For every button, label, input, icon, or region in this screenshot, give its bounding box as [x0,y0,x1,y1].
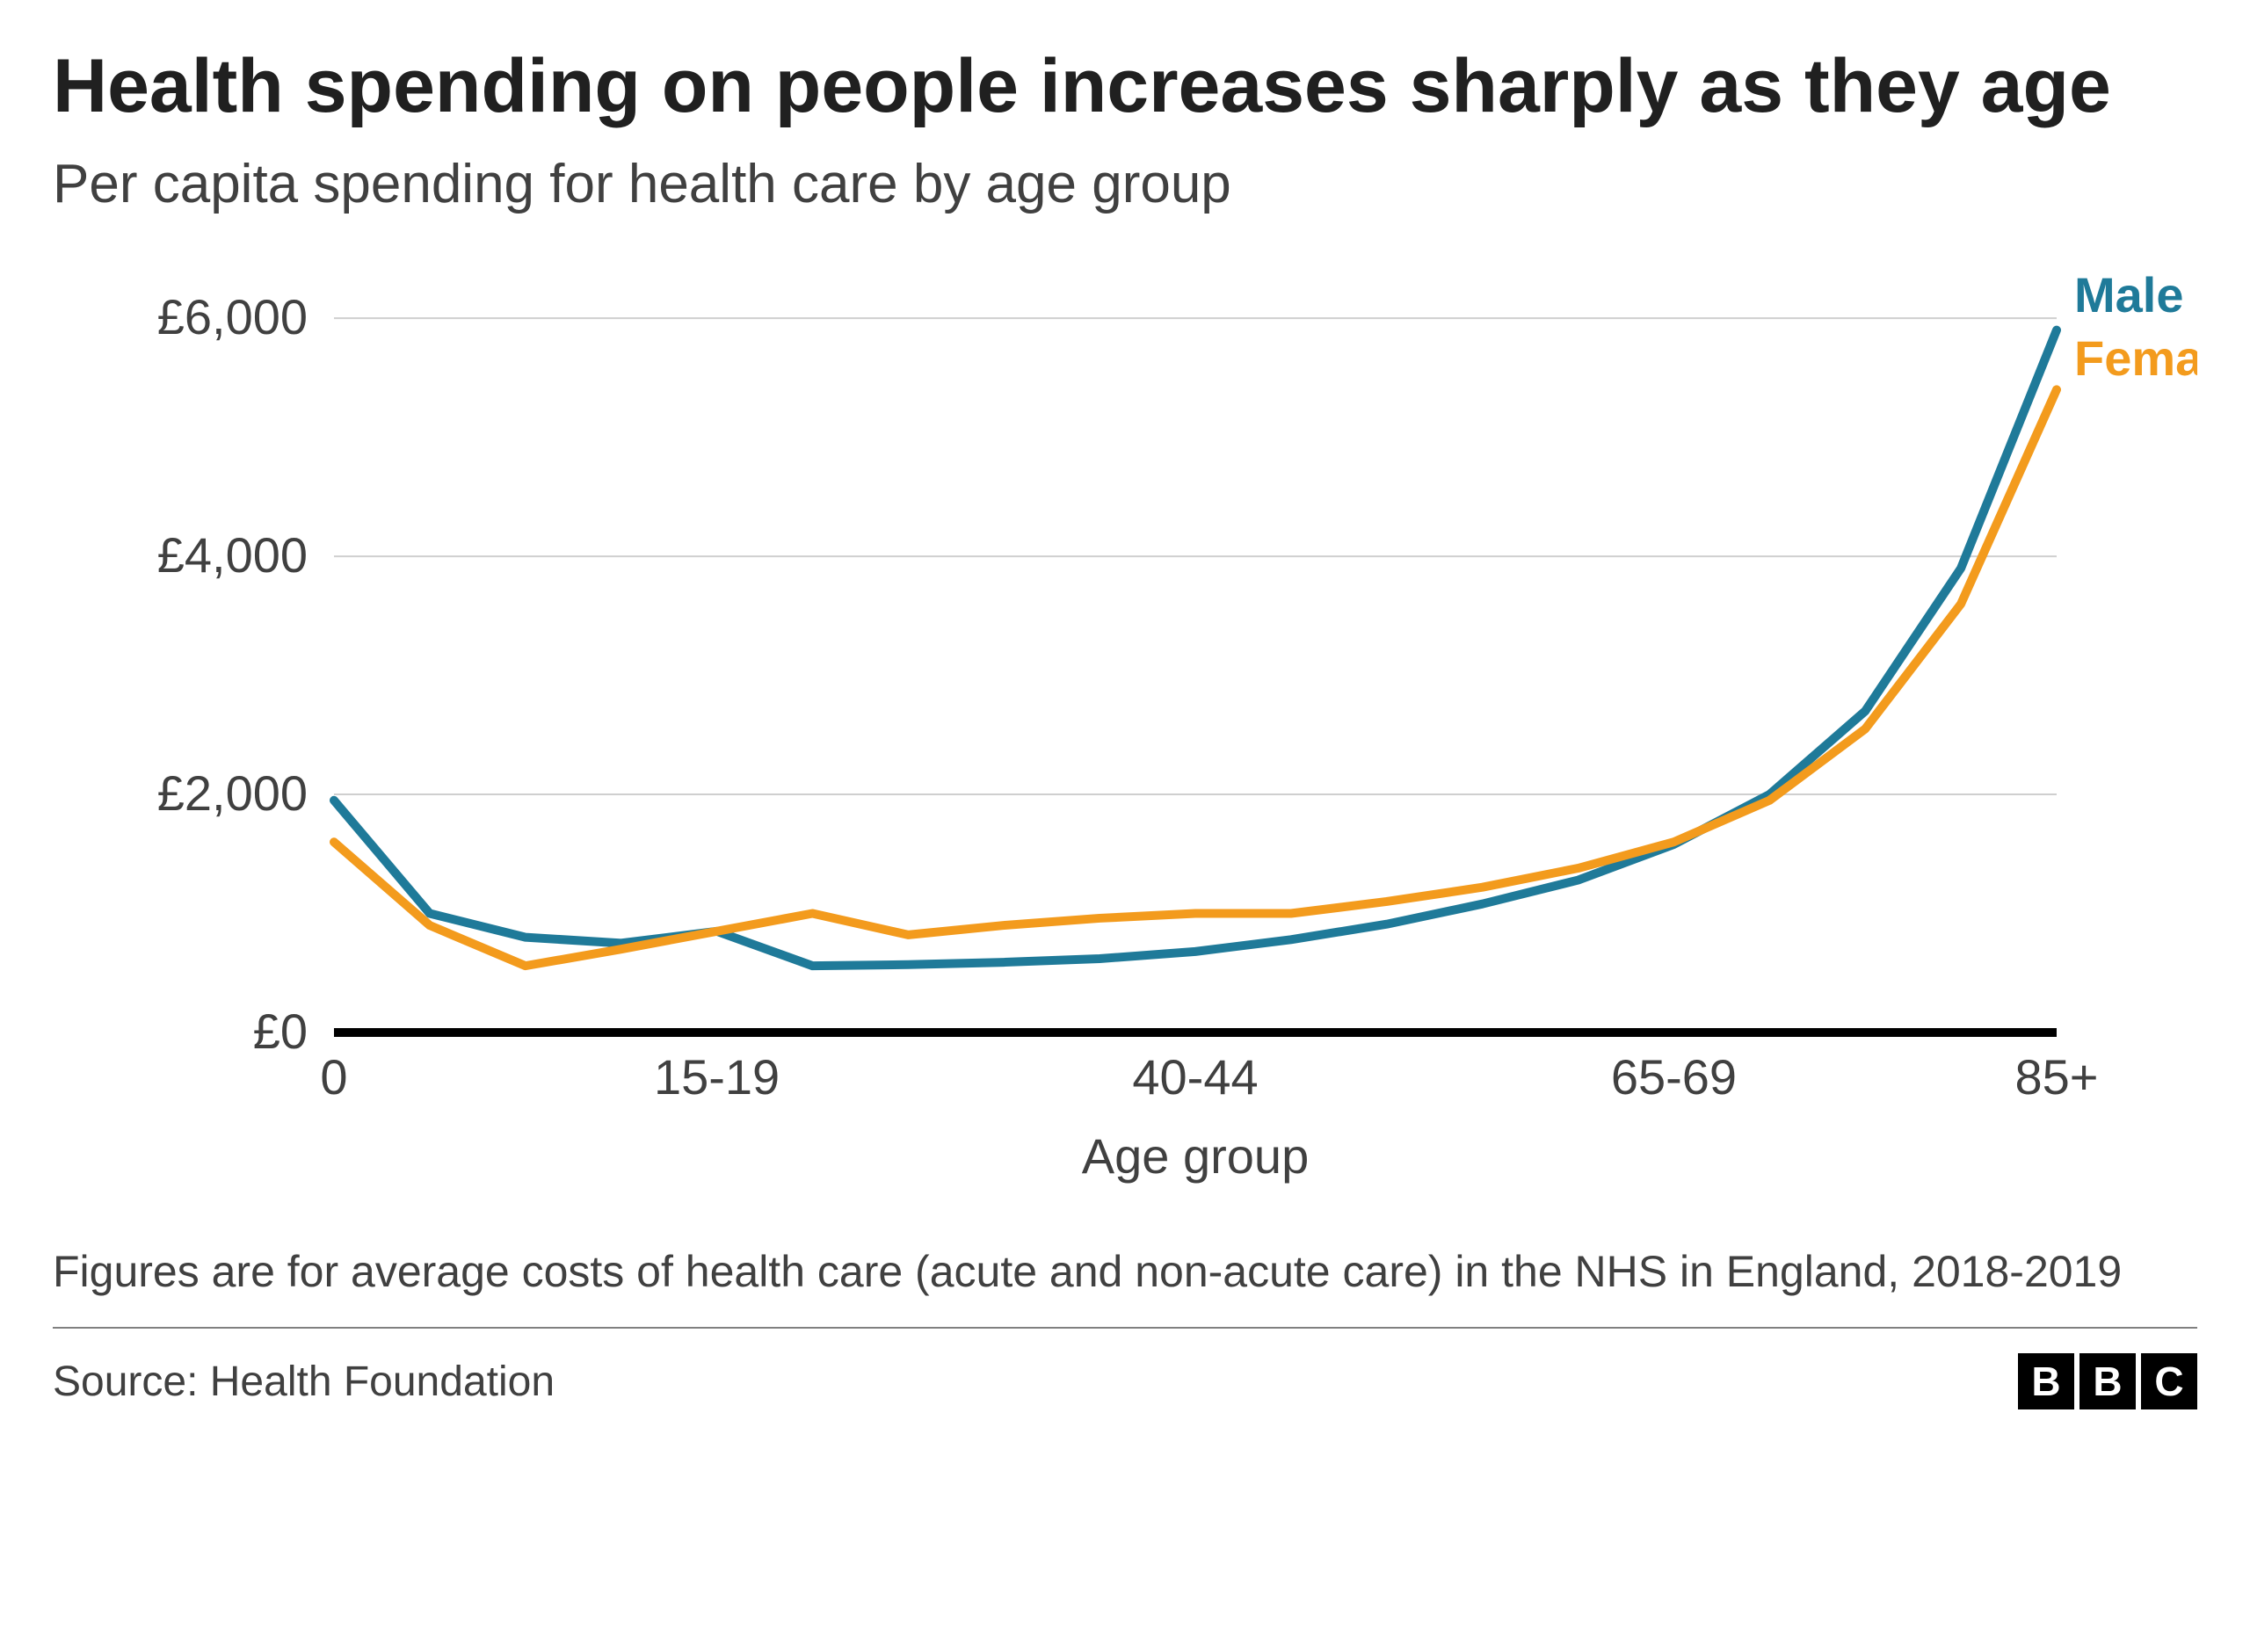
x-axis-tick-label: 85+ [2015,1049,2099,1105]
series-female [334,390,2057,967]
bbc-logo-block: C [2141,1353,2197,1409]
bbc-logo-block: B [2018,1353,2074,1409]
y-axis-tick-label: £6,000 [157,289,308,344]
source-label: Source: Health Foundation [53,1358,555,1406]
legend-label-female: Female [2074,330,2197,386]
chart-subtitle: Per capita spending for health care by a… [53,153,2197,215]
y-axis-tick-label: £4,000 [157,527,308,583]
line-chart: £0 £2,000 £4,000 £6,000 0 15-19 40-44 65-69 85+ A… [53,242,2197,1226]
chart-footnote: Figures are for average costs of health … [53,1243,2197,1329]
chart-title: Health spending on people increases shar… [53,44,2197,128]
x-axis-title: Age group [1082,1128,1309,1184]
x-axis-tick-label: 40-44 [1132,1049,1258,1105]
legend-label-male: Male [2074,267,2184,322]
x-axis-tick-label: 15-19 [654,1049,780,1105]
bbc-logo: BBC [2018,1353,2197,1409]
source-row: Source: Health Foundation BBC [53,1329,2197,1409]
y-axis-tick-label: £2,000 [157,765,308,821]
bbc-logo-block: B [2079,1353,2136,1409]
y-axis-tick-label: £0 [253,1004,308,1059]
series-male [334,330,2057,966]
x-axis-tick-label: 0 [320,1049,347,1105]
chart-area: £0 £2,000 £4,000 £6,000 0 15-19 40-44 65-69 85+ A… [53,242,2197,1226]
x-axis-tick-label: 65-69 [1611,1049,1737,1105]
